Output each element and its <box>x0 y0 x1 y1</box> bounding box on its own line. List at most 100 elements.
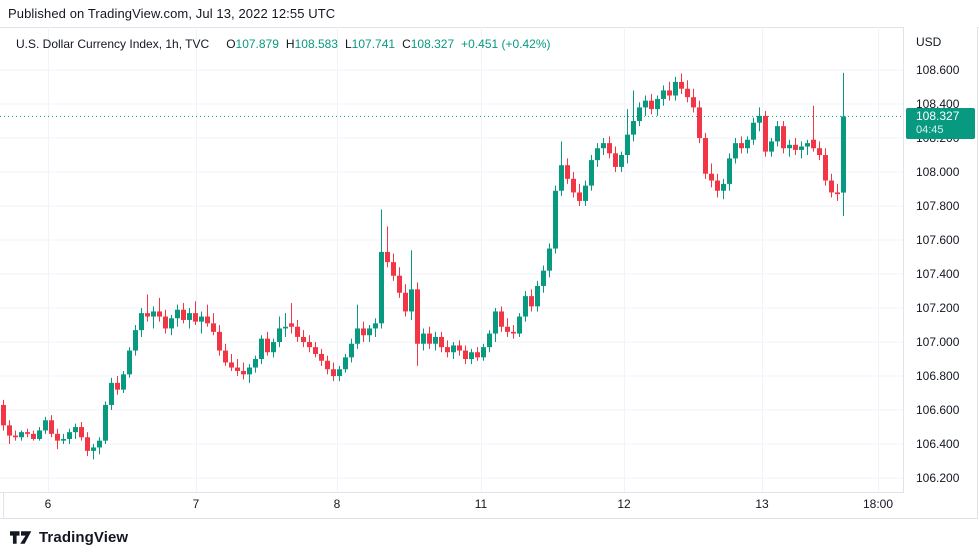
candle-body <box>91 447 96 451</box>
symbol-title: U.S. Dollar Currency Index, 1h, TVC <box>16 37 210 51</box>
candle-body <box>373 323 378 329</box>
candle-body <box>541 270 546 286</box>
candle-body <box>397 275 402 293</box>
candle-body <box>175 309 180 319</box>
candle-body <box>643 100 648 108</box>
candle-body <box>85 437 90 451</box>
candle-body <box>799 146 804 150</box>
candle-body <box>343 357 348 370</box>
price-axis[interactable]: USD 108.600108.400108.200108.000107.8001… <box>904 27 977 492</box>
price-axis-label: 106.200 <box>916 471 960 486</box>
candle-body <box>253 359 258 368</box>
candle-body <box>355 328 360 344</box>
candle-body <box>637 107 642 122</box>
candle-body <box>115 382 120 390</box>
candle-body <box>205 316 210 324</box>
candle-body <box>187 313 192 320</box>
tradingview-brand-link[interactable]: TradingView <box>10 529 128 546</box>
candle-body <box>157 311 162 317</box>
candle-body <box>811 139 816 149</box>
currency-label: USD <box>916 35 942 49</box>
candle-body <box>775 126 780 142</box>
time-axis-label: 8 <box>333 497 341 511</box>
candle-body <box>469 352 474 360</box>
candlestick-chart[interactable] <box>0 27 903 492</box>
candle-body <box>817 148 822 156</box>
candle-body <box>781 126 786 149</box>
candle-body <box>463 350 468 360</box>
candle-body <box>307 342 312 348</box>
price-axis-label: 108.400 <box>916 97 960 112</box>
candle-body <box>835 192 840 195</box>
close-value: 108.327 <box>410 37 455 51</box>
candle-body <box>403 292 408 312</box>
candle-body <box>601 143 606 149</box>
time-axis[interactable]: 6 7 8 11 12 13 18:00 <box>0 493 903 518</box>
candle-body <box>313 347 318 354</box>
price-axis-label: 106.400 <box>916 437 960 452</box>
candle-body <box>439 336 444 348</box>
candle-body <box>259 338 264 360</box>
candle-body <box>283 326 288 329</box>
candle-body <box>121 374 126 390</box>
candle-body <box>481 347 486 358</box>
candle-body <box>787 144 792 149</box>
candle-body <box>673 81 678 96</box>
candle-body <box>493 311 498 334</box>
candle-body <box>409 289 414 312</box>
candle-body <box>511 331 516 334</box>
candle-body <box>607 143 612 154</box>
price-axis-label: 107.200 <box>916 301 960 316</box>
candle-body <box>427 333 432 344</box>
candle-body <box>577 192 582 201</box>
candle-body <box>805 143 810 147</box>
candle-body <box>487 333 492 348</box>
candle-body <box>841 116 846 193</box>
last-price-value: 108.327 <box>916 109 960 124</box>
high-value: 108.583 <box>294 37 338 51</box>
candle-body <box>751 122 756 140</box>
candle-body <box>103 404 108 441</box>
candle-body <box>325 360 330 370</box>
candle-body <box>745 139 750 149</box>
chart-right-border <box>977 27 978 518</box>
candle-body <box>589 160 594 186</box>
candle-body <box>265 338 270 353</box>
candle-body <box>49 420 54 434</box>
candle-body <box>685 88 690 98</box>
candle-body <box>193 313 198 322</box>
candle-body <box>583 185 588 201</box>
last-price-badge: 108.327 04:45 <box>906 108 975 140</box>
candle-body <box>523 296 528 317</box>
candle-body <box>823 155 828 181</box>
change-value: +0.451 (+0.42%) <box>461 37 551 51</box>
candle-body <box>109 382 114 405</box>
candle-body <box>727 158 732 184</box>
candle-body <box>763 115 768 152</box>
price-axis-label: 107.400 <box>916 267 960 282</box>
candle-body <box>13 435 18 438</box>
candle-body <box>625 134 630 156</box>
candle-body <box>697 107 702 139</box>
time-axis-label: 18:00 <box>862 497 894 511</box>
close-label: C <box>402 37 411 51</box>
candle-body <box>199 316 204 322</box>
candle-body <box>367 328 372 336</box>
candle-body <box>661 90 666 99</box>
candle-body <box>133 330 138 351</box>
time-axis-label: 11 <box>474 497 488 511</box>
candle-body <box>337 369 342 377</box>
candle-body <box>43 420 48 431</box>
bar-countdown: 04:45 <box>916 124 944 137</box>
candle-body <box>769 141 774 152</box>
candle-body <box>451 345 456 353</box>
candle-body <box>433 336 438 344</box>
candle-body <box>331 369 336 377</box>
candle-body <box>445 347 450 353</box>
candle-body <box>19 432 24 438</box>
candle-body <box>379 251 384 324</box>
open-label: O <box>226 37 236 51</box>
symbol-legend: U.S. Dollar Currency Index, 1h, TVC O107.… <box>16 37 551 51</box>
price-axis-label: 106.800 <box>916 369 960 384</box>
